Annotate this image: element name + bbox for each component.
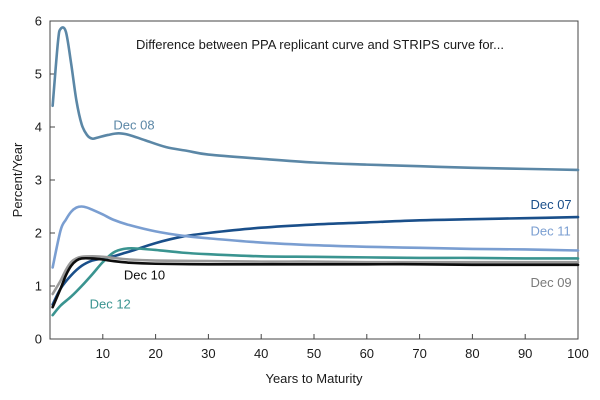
x-tick-label: 10 <box>96 346 110 361</box>
x-axis-title: Years to Maturity <box>265 371 363 386</box>
series-line-dec-09 <box>51 255 580 296</box>
x-tick-label: 70 <box>412 346 426 361</box>
y-tick-label: 6 <box>35 14 42 29</box>
chart-title: Difference between PPA replicant curve a… <box>136 37 504 52</box>
x-tick-label: 80 <box>465 346 479 361</box>
x-tick-label: 30 <box>201 346 215 361</box>
plot-frame <box>49 20 579 340</box>
series-label-dec-07: Dec 07 <box>530 197 571 212</box>
y-tick-label: 2 <box>35 226 42 241</box>
series-label-dec-08: Dec 08 <box>113 118 154 133</box>
x-tick-label: 20 <box>148 346 162 361</box>
x-axis-ticks: 10 20 30 40 50 60 70 80 90 100 <box>96 334 589 361</box>
series-line-dec-11 <box>51 205 580 269</box>
x-tick-label: 90 <box>518 346 532 361</box>
series-lines <box>51 26 580 317</box>
y-axis-ticks: 0 1 2 3 4 5 6 <box>35 14 55 347</box>
y-axis-title: Percent/Year <box>10 142 25 217</box>
series-label-dec-12: Dec 12 <box>90 296 131 311</box>
series-label-dec-10: Dec 10 <box>124 268 165 283</box>
y-tick-label: 3 <box>35 173 42 188</box>
series-line-dec-10 <box>51 256 580 309</box>
series-labels: Dec 08 Dec 07 Dec 11 Dec 10 Dec 12 Dec 09 <box>90 118 572 312</box>
x-tick-label: 100 <box>567 346 589 361</box>
series-label-dec-11: Dec 11 <box>530 224 570 239</box>
series-line-dec-08 <box>51 26 580 172</box>
y-tick-label: 0 <box>35 332 42 347</box>
series-label-dec-09: Dec 09 <box>530 275 571 290</box>
x-tick-label: 60 <box>360 346 374 361</box>
series-line-dec-07 <box>51 215 580 306</box>
series-line-dec-12 <box>51 246 580 317</box>
y-tick-label: 5 <box>35 67 42 82</box>
x-tick-label: 40 <box>254 346 268 361</box>
x-tick-label: 50 <box>307 346 321 361</box>
y-tick-label: 4 <box>35 120 42 135</box>
y-tick-label: 1 <box>35 279 42 294</box>
